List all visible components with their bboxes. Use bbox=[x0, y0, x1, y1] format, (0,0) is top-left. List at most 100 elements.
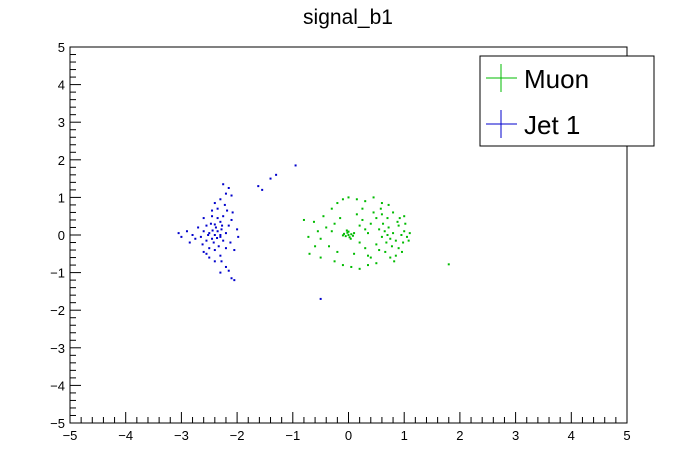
x-tick-label: −5 bbox=[63, 428, 78, 443]
data-point-jet-1 bbox=[257, 185, 260, 188]
data-point-jet-1 bbox=[217, 245, 220, 248]
data-point-muon bbox=[387, 226, 390, 229]
y-axis: −5 −4 −3 −2 −1 0 1 2 3 4 5 bbox=[50, 40, 81, 431]
legend-label-jet-1: Jet 1 bbox=[524, 110, 580, 140]
x-tick-label: 1 bbox=[401, 428, 408, 443]
data-point-jet-1 bbox=[213, 249, 216, 252]
data-point-jet-1 bbox=[211, 215, 214, 218]
data-point-muon bbox=[312, 220, 315, 223]
data-point-jet-1 bbox=[199, 235, 202, 238]
data-point-muon bbox=[405, 235, 408, 238]
data-point-muon bbox=[407, 239, 410, 242]
data-point-jet-1 bbox=[231, 211, 234, 214]
data-point-muon bbox=[379, 207, 382, 210]
data-point-jet-1 bbox=[188, 241, 191, 244]
data-point-jet-1 bbox=[230, 218, 233, 221]
data-point-jet-1 bbox=[222, 215, 225, 218]
legend-box bbox=[479, 55, 655, 147]
y-tick-label: −3 bbox=[50, 341, 65, 356]
y-tick-label: −2 bbox=[50, 303, 65, 318]
y-tick-label: 0 bbox=[58, 228, 65, 243]
data-point-jet-1 bbox=[233, 249, 236, 252]
data-point-muon bbox=[369, 256, 372, 259]
data-point-jet-1 bbox=[230, 277, 233, 280]
data-point-muon bbox=[330, 207, 333, 210]
data-point-jet-1 bbox=[222, 183, 225, 186]
data-point-muon bbox=[383, 230, 386, 233]
data-point-jet-1 bbox=[219, 235, 222, 238]
data-point-muon bbox=[349, 237, 352, 240]
data-point-jet-1 bbox=[223, 203, 226, 206]
data-point-muon bbox=[350, 265, 353, 268]
data-point-jet-1 bbox=[219, 220, 222, 223]
data-point-muon bbox=[389, 256, 392, 259]
data-point-muon bbox=[375, 243, 378, 246]
data-point-muon bbox=[353, 252, 356, 255]
data-point-jet-1 bbox=[213, 223, 216, 226]
data-point-muon bbox=[400, 234, 403, 236]
data-point-jet-1 bbox=[208, 232, 211, 235]
data-point-jet-1 bbox=[211, 237, 214, 240]
data-point-muon bbox=[314, 245, 317, 248]
data-point-jet-1 bbox=[208, 247, 211, 250]
data-point-jet-1 bbox=[269, 177, 272, 180]
data-point-muon bbox=[447, 263, 450, 266]
data-point-muon bbox=[393, 260, 396, 263]
data-point-jet-1 bbox=[261, 188, 264, 191]
data-point-jet-1 bbox=[211, 229, 214, 232]
x-tick-label: −1 bbox=[285, 428, 300, 443]
data-point-muon bbox=[403, 230, 406, 233]
data-point-jet-1 bbox=[219, 271, 222, 274]
data-point-muon bbox=[346, 231, 349, 234]
data-point-jet-1 bbox=[202, 230, 205, 233]
data-point-jet-1 bbox=[216, 207, 219, 210]
data-point-muon bbox=[355, 198, 358, 201]
data-point-jet-1 bbox=[319, 297, 322, 300]
x-tick-label: 3 bbox=[512, 428, 519, 443]
data-point-muon bbox=[364, 200, 367, 203]
data-point-jet-1 bbox=[220, 260, 223, 263]
x-tick-label: 0 bbox=[345, 428, 352, 443]
data-point-muon bbox=[361, 218, 364, 221]
data-point-muon bbox=[380, 202, 383, 205]
data-point-jet-1 bbox=[202, 250, 205, 253]
data-point-jet-1 bbox=[213, 234, 216, 236]
data-point-jet-1 bbox=[177, 232, 180, 235]
data-point-muon bbox=[394, 239, 397, 242]
data-point-muon bbox=[380, 213, 383, 216]
data-point-jet-1 bbox=[219, 198, 222, 201]
data-point-muon bbox=[392, 232, 395, 235]
data-point-jet-1 bbox=[230, 194, 233, 197]
data-point-jet-1 bbox=[205, 239, 208, 242]
data-point-muon bbox=[392, 211, 395, 214]
data-point-muon bbox=[366, 232, 369, 235]
data-point-jet-1 bbox=[233, 279, 236, 282]
data-point-muon bbox=[333, 222, 336, 225]
data-point-muon bbox=[353, 232, 356, 235]
data-point-jet-1 bbox=[224, 247, 227, 250]
data-point-muon bbox=[396, 220, 399, 223]
data-point-jet-1 bbox=[219, 234, 222, 236]
data-point-jet-1 bbox=[205, 252, 208, 255]
data-point-muon bbox=[384, 250, 387, 253]
data-point-jet-1 bbox=[216, 217, 219, 220]
data-point-jet-1 bbox=[201, 243, 204, 246]
data-point-muon bbox=[348, 236, 351, 239]
data-point-muon bbox=[351, 234, 354, 237]
data-point-muon bbox=[372, 211, 375, 214]
data-point-jet-1 bbox=[294, 164, 297, 167]
data-point-muon bbox=[380, 235, 383, 238]
x-tick-label: −3 bbox=[174, 428, 189, 443]
y-tick-label: 4 bbox=[58, 78, 65, 93]
data-point-muon bbox=[397, 247, 400, 250]
data-point-muon bbox=[325, 226, 328, 229]
data-point-jet-1 bbox=[211, 209, 214, 212]
data-point-muon bbox=[375, 262, 378, 265]
data-point-jet-1 bbox=[197, 226, 200, 229]
x-tick-label: 4 bbox=[568, 428, 575, 443]
legend-entry-jet-1: Jet 1 bbox=[486, 110, 580, 140]
data-point-jet-1 bbox=[219, 254, 222, 257]
data-point-muon bbox=[403, 215, 406, 218]
